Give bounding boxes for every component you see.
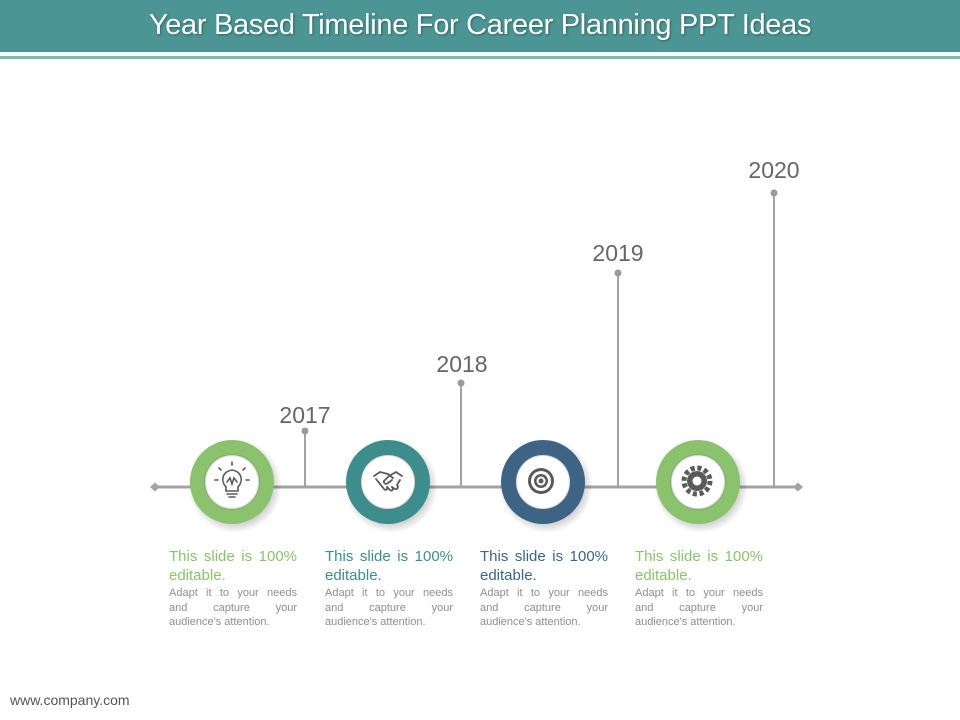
year-dot-2018 xyxy=(457,379,465,387)
milestone-circle-1 xyxy=(188,439,282,533)
handshake-icon xyxy=(373,471,403,492)
slide-title: Year Based Timeline For Career Planning … xyxy=(148,9,812,41)
axis-end-arrow xyxy=(793,482,803,492)
milestone-heading: This slide is 100% editable. xyxy=(480,548,608,584)
year-label-2020: 2020 xyxy=(748,157,800,183)
title-underline xyxy=(0,56,960,59)
milestone-heading: This slide is 100% editable. xyxy=(325,548,453,584)
year-dot-2019 xyxy=(614,269,622,277)
milestone-body: Adapt it to your needs and capture your … xyxy=(635,587,763,628)
milestone-body: Adapt it to your needs and capture your … xyxy=(325,587,453,628)
milestone-circle-4 xyxy=(654,439,748,533)
year-dot-2017 xyxy=(301,427,309,435)
milestone-text-4: This slide is 100% editable. Adapt it to… xyxy=(635,547,763,630)
milestone-heading: This slide is 100% editable. xyxy=(169,548,297,584)
axis-start-arrow xyxy=(150,482,160,492)
year-label-2018: 2018 xyxy=(436,351,488,377)
year-dot-2020 xyxy=(770,189,778,197)
milestone-text-2: This slide is 100% editable. Adapt it to… xyxy=(325,547,453,630)
milestone-text-3: This slide is 100% editable. Adapt it to… xyxy=(480,547,608,630)
target-icon xyxy=(528,468,554,494)
milestone-body: Adapt it to your needs and capture your … xyxy=(169,587,297,628)
title-bar xyxy=(0,0,960,52)
year-label-2017: 2017 xyxy=(279,402,331,428)
milestone-text-1: This slide is 100% editable. Adapt it to… xyxy=(169,547,297,630)
lightbulb-icon xyxy=(214,461,250,498)
milestone-body: Adapt it to your needs and capture your … xyxy=(480,587,608,628)
milestone-heading: This slide is 100% editable. xyxy=(635,548,763,584)
gear-icon xyxy=(681,465,713,497)
milestone-circle-3 xyxy=(499,439,593,533)
year-label-2019: 2019 xyxy=(592,240,644,266)
milestone-circle-2 xyxy=(344,439,438,533)
footer-url: www.company.com xyxy=(10,692,130,708)
